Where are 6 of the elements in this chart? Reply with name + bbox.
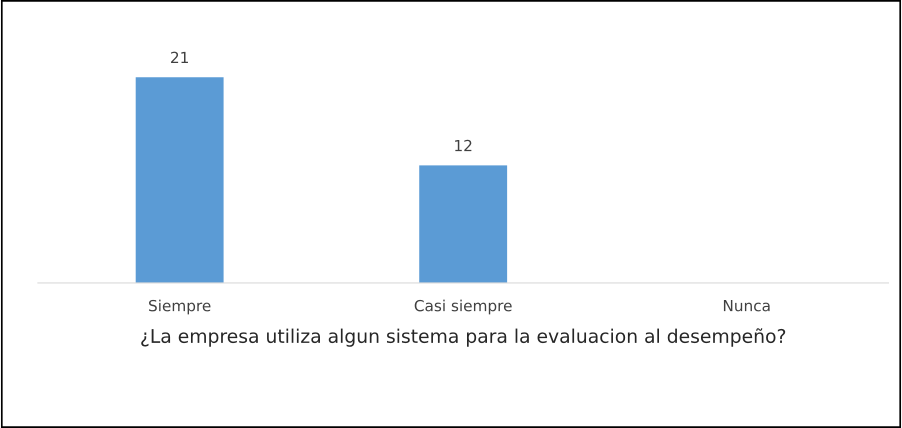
- data-label: 12: [455, 140, 472, 152]
- x-tick-label: Casi siempre: [414, 300, 512, 314]
- x-tick-label: Siempre: [149, 300, 210, 314]
- x-tick-label: Nunca: [724, 300, 770, 312]
- data-label: 21: [171, 52, 188, 63]
- x-axis-title: ¿La empresa utiliza algun sistema para la evaluacion al desempeño?: [141, 328, 786, 347]
